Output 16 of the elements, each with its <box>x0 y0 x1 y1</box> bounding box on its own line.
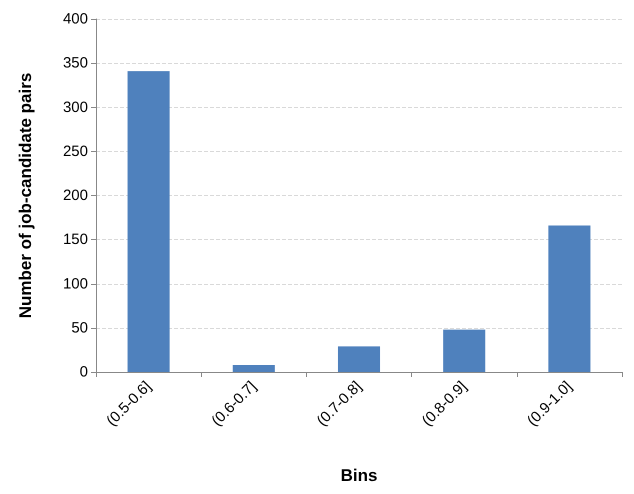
x-axis-title: Bins <box>340 466 378 485</box>
y-tick-label: 150 <box>62 231 88 248</box>
bar <box>338 346 380 372</box>
y-tick-label: 100 <box>62 275 88 292</box>
bar <box>548 226 590 372</box>
y-tick-label: 300 <box>62 98 88 116</box>
y-tick-label: 250 <box>62 142 88 160</box>
bar <box>443 330 486 372</box>
y-tick-label: 200 <box>62 187 88 204</box>
y-tick-label: 400 <box>62 10 88 28</box>
bar <box>128 71 170 372</box>
y-tick-label: 50 <box>71 319 88 336</box>
y-tick-label: 0 <box>80 364 88 380</box>
bar <box>232 364 275 372</box>
y-axis-title: Number of job-candidate pairs <box>16 72 35 318</box>
y-tick-label: 350 <box>62 54 88 72</box>
